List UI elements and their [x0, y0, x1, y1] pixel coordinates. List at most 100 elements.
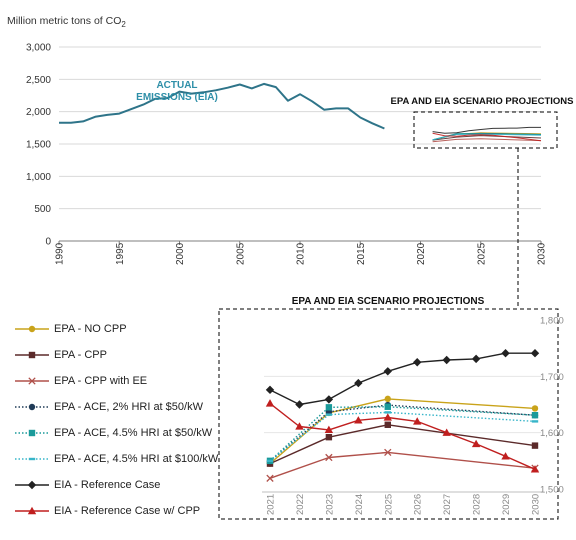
data-point-marker — [28, 403, 36, 411]
inset-x-tick-label: 2023 — [324, 494, 335, 515]
legend-label: EPA - CPP — [54, 349, 107, 361]
series-line-epa-ace-4-5-hri-at-100-kw — [269, 411, 536, 462]
series-line-eia-reference-case-w-cpp — [269, 402, 536, 470]
data-point-marker — [28, 429, 36, 437]
legend-swatch — [15, 429, 49, 437]
legend-label: EPA - CPP with EE — [54, 375, 148, 387]
annotation-actual: ACTUAL — [156, 80, 197, 91]
series-line-epa-ace-2-hri-at-50-kw — [269, 404, 536, 462]
legend-item: EPA - CPP with EE — [14, 368, 219, 394]
data-point-marker — [530, 349, 540, 358]
inset-x-tick-label: 2027 — [442, 494, 453, 515]
data-point-marker — [27, 480, 37, 490]
legend-item: EPA - CPP — [14, 342, 219, 368]
inset-grid — [262, 375, 543, 493]
data-point-marker — [384, 411, 391, 414]
data-point-marker — [266, 474, 274, 482]
inset-series-epa-ace-4-5-hri-at-100-kw — [266, 411, 539, 463]
legend-label: EIA - Reference Case w/ CPP — [54, 505, 201, 517]
main-x-tick-labels: 1990 1995 2000 2005 2010 2015 2020 2025 2030 — [55, 241, 548, 265]
data-point-marker — [531, 412, 539, 419]
data-point-marker — [265, 385, 275, 395]
main-y-tick-label: 1,500 — [26, 140, 51, 151]
inset-series-eia-reference-case — [265, 349, 540, 409]
data-point-marker — [28, 325, 36, 333]
inset-series — [265, 349, 540, 482]
legend-swatch — [15, 457, 49, 461]
data-point-marker — [325, 453, 333, 462]
data-point-marker — [383, 367, 392, 376]
main-x-tick-label: 2025 — [476, 242, 487, 265]
inset-x-tick-label: 2024 — [354, 494, 365, 515]
main-x-tick-label: 2020 — [416, 242, 427, 265]
data-point-marker — [324, 395, 334, 404]
main-x-tick-label: 2000 — [175, 242, 186, 265]
inset-x-tick-labels: 2021 2022 2023 2024 2025 2026 2027 2028 2029 2030 — [266, 494, 542, 515]
legend-item: EPA - NO CPP — [14, 316, 219, 342]
legend: EPA - NO CPP EPA - CPP EPA - CPP with EE EP… — [14, 316, 219, 524]
data-point-marker — [530, 465, 540, 473]
main-grid — [59, 46, 541, 242]
series-line-epa-no-cpp — [269, 398, 536, 465]
annotation-projections: EPA AND EIA SCENARIO PROJECTIONS — [391, 96, 574, 107]
main-x-tick-label: 1990 — [55, 242, 66, 265]
data-point-marker — [325, 433, 333, 441]
legend-item: EPA - ACE, 4.5% HRI at $100/kW — [14, 446, 219, 472]
data-point-marker — [324, 425, 334, 434]
mini-line-epa-ace-4-5-hri-at-100-kw — [432, 133, 542, 141]
legend-item: EIA - Reference Case w/ CPP — [14, 498, 219, 524]
mini-line-eia-reference-case-w-cpp — [432, 132, 542, 142]
legend-swatch — [15, 325, 49, 333]
legend-item: EIA - Reference Case — [14, 472, 219, 498]
data-point-marker — [501, 349, 510, 358]
data-point-marker — [266, 459, 274, 463]
data-point-marker — [413, 417, 422, 425]
main-y-tick-label: 1,000 — [26, 172, 51, 183]
main-x-tick-label: 2015 — [356, 242, 367, 265]
main-x-tick-label: 2010 — [296, 242, 307, 265]
mini-line-epa-cpp-with-ee — [432, 138, 542, 143]
main-series — [59, 82, 385, 130]
data-point-marker — [325, 404, 333, 411]
main-chart: Million metric tons of CO2 0 500 1,000 1,50… — [7, 15, 574, 308]
annotation-actual-emissions: EMISSIONS (EIA) — [136, 92, 218, 103]
legend-swatch — [15, 506, 49, 515]
data-point-marker — [265, 399, 275, 407]
legend-label: EPA - NO CPP — [54, 323, 127, 335]
data-point-marker — [295, 422, 304, 430]
data-point-marker — [295, 400, 304, 409]
main-y-tick-label: 0 — [45, 237, 51, 248]
data-point-marker — [383, 413, 392, 421]
data-point-marker — [354, 378, 363, 388]
main-x-tick-label: 1995 — [115, 242, 126, 265]
main-y-tick-labels: 0 500 1,000 1,500 2,000 2,500 3,000 — [26, 43, 51, 248]
legend-swatch — [15, 351, 49, 359]
data-point-marker — [384, 395, 391, 403]
inset-x-tick-label: 2026 — [413, 494, 424, 515]
data-point-marker — [442, 355, 451, 365]
data-point-marker — [28, 351, 36, 359]
main-y-tick-label: 2,000 — [26, 107, 51, 118]
inset-x-tick-label: 2021 — [266, 494, 277, 515]
series-line-epa-cpp-with-ee — [269, 451, 536, 479]
legend-label: EPA - ACE, 4.5% HRI at $100/kW — [54, 453, 219, 465]
main-y-tick-label: 2,500 — [26, 75, 51, 86]
data-point-marker — [384, 421, 391, 428]
main-y-tick-label: 3,000 — [26, 43, 51, 54]
inset-y-tick-label: 1,800 — [540, 316, 564, 327]
data-point-marker — [28, 377, 36, 385]
y-axis-title: Million metric tons of CO2 — [7, 15, 126, 29]
inset-title: EPA AND EIA SCENARIO PROJECTIONS — [292, 296, 485, 307]
legend-swatch — [15, 377, 49, 385]
inset-y-tick-label: 1,500 — [540, 485, 564, 496]
data-point-marker — [471, 439, 481, 448]
series-line-eia-reference-case — [269, 352, 535, 406]
legend-item: EPA - ACE, 2% HRI at $50/kW — [14, 394, 219, 420]
data-point-marker — [354, 416, 363, 424]
legend-label: EPA - ACE, 2% HRI at $50/kW — [54, 401, 203, 413]
inset-series-eia-reference-case-w-cpp — [265, 399, 540, 473]
data-point-marker — [384, 448, 392, 457]
data-point-marker — [384, 403, 391, 410]
inset-y-tick-label: 1,600 — [540, 428, 564, 439]
